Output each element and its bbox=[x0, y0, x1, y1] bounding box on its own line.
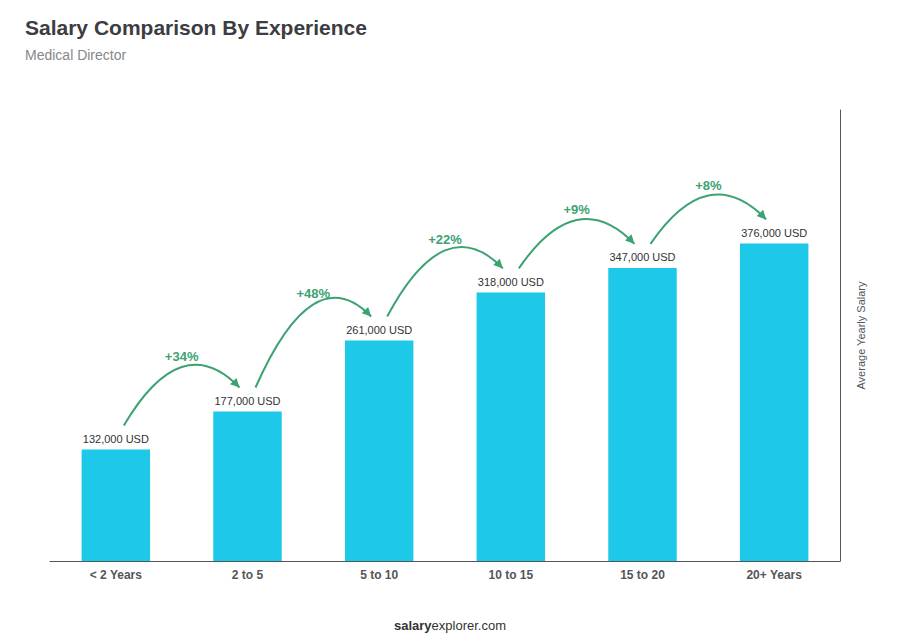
svg-text:Average Yearly Salary: Average Yearly Salary bbox=[855, 281, 867, 390]
svg-text:132,000 USD: 132,000 USD bbox=[83, 433, 149, 445]
svg-text:15 to 20: 15 to 20 bbox=[620, 568, 665, 582]
svg-text:2 to 5: 2 to 5 bbox=[232, 568, 264, 582]
svg-text:Salary Comparison By Experienc: Salary Comparison By Experience bbox=[25, 16, 367, 39]
svg-text:5 to 10: 5 to 10 bbox=[360, 568, 398, 582]
svg-text:376,000 USD: 376,000 USD bbox=[741, 227, 807, 239]
svg-text:+34%: +34% bbox=[165, 349, 199, 364]
svg-text:261,000 USD: 261,000 USD bbox=[346, 324, 412, 336]
svg-text:Medical Director: Medical Director bbox=[25, 47, 126, 63]
svg-text:+48%: +48% bbox=[297, 286, 331, 301]
svg-text:10 to 15: 10 to 15 bbox=[488, 568, 533, 582]
svg-text:+8%: +8% bbox=[695, 178, 722, 193]
svg-text:177,000 USD: 177,000 USD bbox=[214, 395, 280, 407]
svg-text:20+ Years: 20+ Years bbox=[746, 568, 802, 582]
svg-text:< 2 Years: < 2 Years bbox=[90, 568, 142, 582]
svg-text:salary: salary bbox=[394, 618, 432, 633]
svg-text:347,000 USD: 347,000 USD bbox=[609, 251, 675, 263]
svg-text:+9%: +9% bbox=[563, 202, 590, 217]
svg-text:+22%: +22% bbox=[428, 232, 462, 247]
svg-text:explorer.com: explorer.com bbox=[432, 618, 506, 633]
svg-text:318,000 USD: 318,000 USD bbox=[478, 276, 544, 288]
